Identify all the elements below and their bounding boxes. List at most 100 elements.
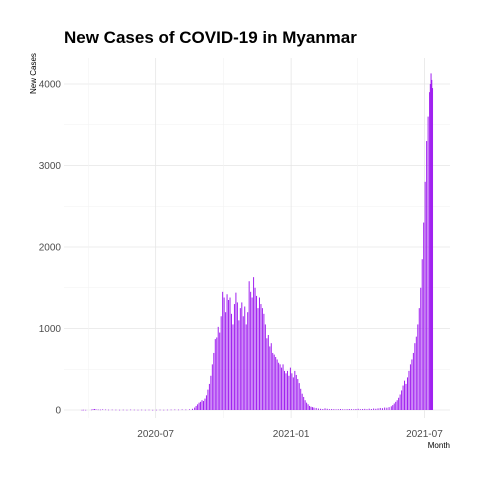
bar [342, 409, 344, 410]
bar [313, 407, 315, 410]
bar [266, 338, 268, 410]
bar [414, 343, 416, 410]
bar [191, 408, 193, 410]
bar [102, 409, 104, 410]
y-tick-label: 3000 [39, 161, 62, 172]
bar [200, 401, 202, 410]
bar [225, 312, 227, 410]
bar [409, 364, 411, 410]
bar [219, 332, 221, 410]
bar [198, 402, 200, 410]
bar [230, 313, 232, 410]
bar [288, 375, 290, 410]
bar [99, 409, 101, 411]
bar [228, 299, 230, 410]
bar [359, 409, 361, 410]
bar [260, 304, 262, 410]
x-tick-labels: 2020-07 2021-01 2021-07 [137, 429, 443, 440]
bar [232, 324, 234, 410]
bar [303, 396, 305, 410]
bar [115, 409, 117, 411]
bar [194, 407, 196, 410]
bar [264, 324, 266, 410]
bar [300, 388, 302, 410]
bar [393, 403, 395, 410]
bar [294, 370, 296, 410]
bar [396, 400, 398, 410]
bar [388, 407, 390, 410]
bar [370, 409, 372, 410]
bar [152, 409, 154, 411]
bar [291, 373, 293, 410]
bar [148, 409, 150, 411]
x-tick-label: 2021-07 [406, 429, 443, 440]
bar [108, 409, 110, 411]
bar [324, 408, 326, 410]
bar [208, 383, 210, 410]
bar [137, 409, 139, 411]
bar [195, 405, 197, 410]
bar [405, 383, 407, 410]
bar [144, 409, 146, 411]
bar [430, 73, 432, 411]
x-tick-label: 2021-01 [273, 429, 310, 440]
bar [181, 409, 183, 411]
bar [292, 377, 294, 410]
bar [377, 408, 379, 410]
bar [351, 409, 353, 410]
bar [174, 409, 176, 411]
bar [256, 295, 258, 410]
bar [235, 292, 237, 410]
bar [258, 297, 260, 410]
chart-title: New Cases of COVID-19 in Myanmar [64, 28, 357, 47]
bar [281, 367, 283, 410]
bar [213, 352, 215, 410]
bar [317, 408, 319, 410]
bar [177, 409, 179, 411]
bar [204, 398, 206, 410]
bar [95, 409, 97, 410]
bar [276, 359, 278, 410]
bar [122, 409, 124, 411]
bar [429, 84, 431, 410]
bar [320, 408, 322, 410]
bar [257, 308, 259, 411]
bar [426, 141, 428, 411]
bar [275, 357, 277, 410]
bar [254, 287, 256, 410]
bar [373, 408, 375, 410]
bar [386, 407, 388, 410]
bar [94, 409, 96, 410]
bar [310, 406, 312, 410]
bar [432, 88, 434, 410]
bar [298, 383, 300, 410]
bar [353, 409, 355, 410]
bar [417, 324, 419, 410]
bar [295, 374, 297, 410]
bar [379, 407, 381, 410]
bar [331, 409, 333, 410]
bar [119, 409, 121, 411]
y-tick-labels: 0 1000 2000 3000 4000 [39, 80, 62, 417]
bar [220, 316, 222, 410]
bar [214, 339, 216, 410]
bar [92, 409, 94, 410]
bar [244, 306, 246, 410]
bar [339, 409, 341, 410]
bar [170, 409, 172, 411]
bar [311, 407, 313, 410]
bar [335, 409, 337, 410]
bar [251, 297, 253, 410]
bar [185, 409, 187, 411]
bar [229, 297, 231, 410]
bar [105, 409, 107, 411]
bar [326, 408, 328, 410]
bar [284, 370, 286, 410]
bar [328, 409, 330, 410]
bar [398, 397, 400, 410]
bar [282, 364, 284, 410]
bar [189, 409, 191, 410]
bar [245, 324, 247, 410]
bars [81, 73, 434, 411]
bar [348, 409, 350, 410]
